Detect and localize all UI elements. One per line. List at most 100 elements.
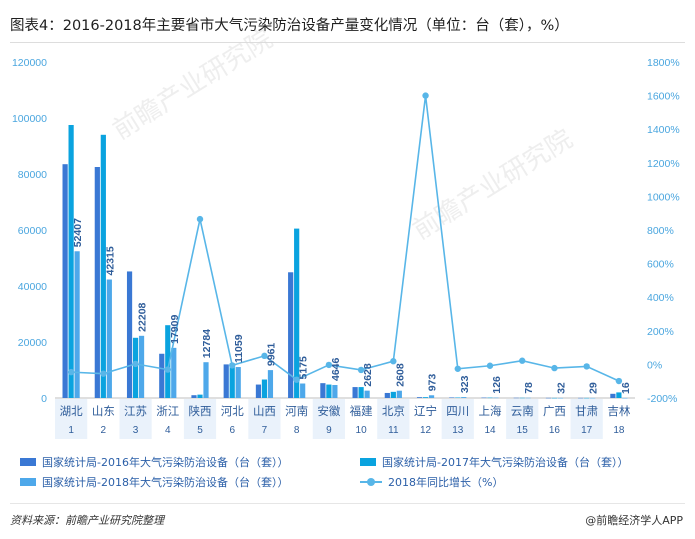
bar-2017 (487, 397, 493, 399)
bar-2018 (300, 383, 306, 398)
bar-2018 (235, 367, 241, 398)
bar-2018 (267, 370, 274, 398)
growth-point (615, 377, 623, 385)
growth-point (486, 362, 494, 369)
legend-item-2018: 国家统计局-2018年大气污染防治设备（台（套）） (20, 474, 288, 490)
category-band (183, 399, 217, 439)
title-divider (10, 42, 685, 43)
rank-label: 15 (517, 425, 529, 436)
category-label: 安徽 (317, 404, 340, 418)
data-label-2018: 32 (555, 382, 567, 394)
watermark-text: 前瞻产业研究院 (408, 124, 578, 246)
growth-point (132, 360, 139, 368)
bar-2016 (159, 353, 165, 398)
category-band (506, 399, 539, 439)
category-label: 云南 (511, 404, 534, 418)
rank-label: 5 (197, 425, 203, 436)
category-label: 上海 (479, 404, 502, 418)
category-label: 吉林 (607, 404, 630, 418)
growth-point (293, 376, 300, 383)
growth-point (229, 362, 236, 369)
y-right-tick-label: -200% (647, 393, 677, 405)
rank-label: 4 (165, 425, 171, 436)
rank-label: 6 (229, 425, 235, 436)
bar-2017 (294, 228, 300, 398)
bar-2017 (68, 125, 74, 398)
bar-2018 (493, 397, 499, 399)
bar-2017 (519, 397, 525, 399)
bar-2018 (138, 335, 145, 398)
legend-item-2016: 国家统计局-2016年大气污染防治设备（台（套）） (20, 454, 288, 470)
rank-label: 3 (133, 425, 139, 436)
y-left-tick-label: 0 (41, 393, 47, 405)
y-right-tick-label: 0% (647, 359, 662, 371)
rank-label: 8 (294, 425, 300, 436)
bar-2018 (203, 362, 209, 398)
growth-point (261, 352, 268, 360)
bar-2017 (358, 387, 364, 398)
category-label: 湖北 (60, 404, 83, 418)
bar-2018 (171, 347, 177, 398)
bar-2018 (74, 251, 80, 398)
bar-2018 (106, 279, 112, 398)
data-label-2018: 78 (523, 382, 535, 394)
bar-2017 (132, 337, 139, 398)
category-label: 辽宁 (414, 404, 437, 418)
y-right-tick-label: 1400% (647, 124, 680, 136)
footer-divider (10, 503, 685, 504)
rank-label: 14 (484, 425, 496, 436)
growth-polyline (71, 95, 620, 382)
y-right-tick-label: 200% (647, 326, 674, 338)
rank-label: 17 (581, 425, 593, 436)
bar-2018 (364, 390, 370, 398)
data-label-2018: 11059 (233, 334, 245, 363)
legend-label-2016: 国家统计局-2016年大气污染防治设备（台（套）） (42, 456, 289, 469)
bar-2016 (578, 397, 584, 399)
category-label: 河北 (221, 404, 244, 418)
category-label: 浙江 (156, 404, 179, 418)
data-label-2018: 5175 (298, 356, 310, 380)
growth-point (390, 358, 397, 365)
growth-point (357, 366, 365, 374)
bar-2016 (481, 397, 487, 399)
data-labels: 52407 42315 22208 17909 12784 11059 9961 5175 46… (72, 218, 632, 394)
data-label-2018: 9961 (265, 343, 277, 367)
y-left-tick-label: 60000 (18, 225, 47, 237)
legend-line-growth (360, 478, 382, 486)
y-right-tick-label: 800% (647, 225, 674, 237)
y-left-tick-label: 80000 (18, 169, 47, 181)
growth-point (454, 365, 461, 372)
rank-label: 2 (101, 425, 107, 436)
legend-swatch-2018 (20, 478, 36, 486)
bar-2017 (197, 394, 203, 398)
category-label: 四川 (446, 404, 469, 418)
bar-2017 (616, 392, 622, 398)
rank-label: 18 (613, 425, 625, 436)
brand-credit: @前瞻经济学人APP (585, 514, 683, 527)
bar-2016 (255, 384, 262, 398)
y-left-tick-label: 100000 (12, 113, 47, 125)
rank-label: 13 (452, 425, 464, 436)
watermark-text: 前瞻产业研究院 (108, 24, 278, 146)
bar-2016 (126, 271, 133, 398)
bar-2017 (229, 364, 235, 398)
bar-2018 (557, 397, 564, 399)
growth-point (325, 361, 333, 369)
category-label: 北京 (382, 404, 405, 418)
rank-label: 16 (549, 425, 561, 436)
legend-label-growth: 2018年同比增长（%） (388, 476, 504, 489)
legend: 国家统计局-2016年大气污染防治设备（台（套）） 国家统计局-2017年大气污… (20, 452, 680, 494)
y-right-tick-label: 1600% (647, 91, 680, 103)
bar-2017 (261, 379, 268, 398)
growth-point (422, 92, 429, 99)
bar-2017 (100, 134, 106, 399)
rank-label: 9 (326, 425, 332, 436)
legend-item-2017: 国家统计局-2017年大气污染防治设备（台（套）） (360, 454, 628, 470)
data-label-2018: 323 (459, 375, 471, 393)
rank-label: 10 (356, 425, 368, 436)
legend-swatch-2017 (360, 458, 376, 466)
legend-item-growth: 2018年同比增长（%） (360, 474, 503, 490)
bar-2018 (590, 397, 596, 399)
bar-2017 (390, 391, 396, 398)
